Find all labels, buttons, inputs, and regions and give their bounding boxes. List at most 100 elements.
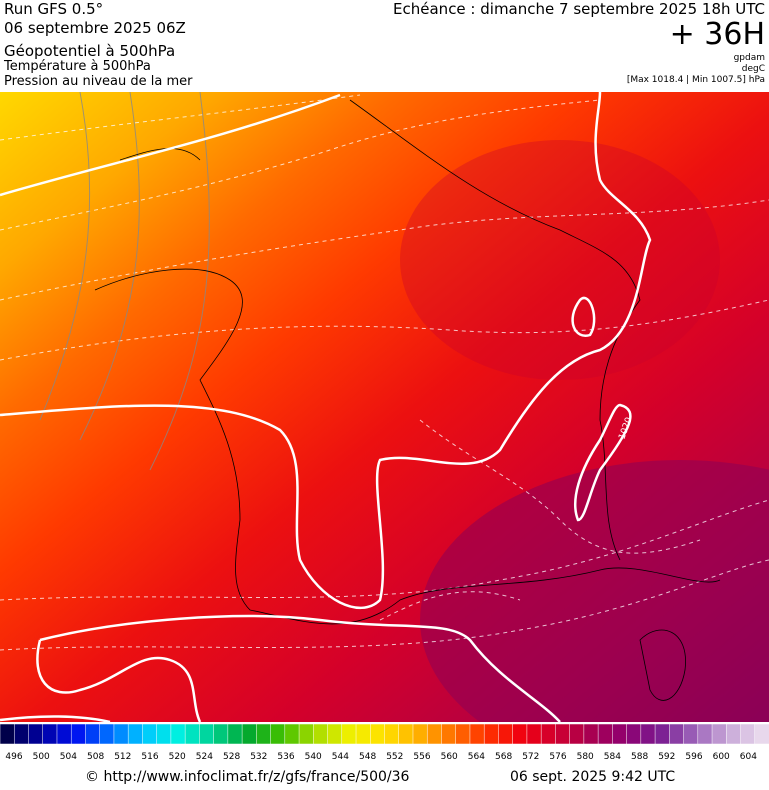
pressure-isobars (0, 92, 652, 722)
colorbar-swatch (426, 723, 443, 745)
colorbar-swatch (583, 723, 599, 745)
colorbar-swatch (256, 723, 272, 745)
colorbar-swatch (441, 723, 457, 745)
colorbar-label: 532 (250, 752, 267, 762)
colorbar-swatch (683, 723, 699, 745)
colorbar-swatch (113, 723, 129, 745)
field-pressure: Pression au niveau de la mer (4, 74, 193, 89)
colorbar-swatch (199, 723, 215, 745)
colorbar-swatch (184, 723, 201, 745)
colorbar-swatch (0, 723, 15, 745)
colorbar-swatch (85, 723, 101, 745)
run-date: 06 septembre 2025 06Z (4, 19, 186, 37)
colorbar-swatch (227, 723, 243, 745)
colorbar-label: 604 (740, 752, 757, 762)
colorbar-label: 552 (386, 752, 403, 762)
colorbar-swatch (483, 723, 500, 745)
colorbar-swatch (697, 723, 713, 745)
pressure-range: [Max 1018.4 | Min 1007.5] hPa (627, 75, 765, 85)
colorbar-swatch (370, 723, 386, 745)
colorbar-swatch (384, 723, 400, 745)
colorbar-swatch (28, 723, 44, 745)
colorbar-swatch (640, 723, 656, 745)
colorbar-swatch (612, 723, 628, 745)
colorbar-label: 560 (441, 752, 458, 762)
colorbar-label: 528 (223, 752, 240, 762)
coastline (94, 99, 721, 701)
colorbar-swatch (512, 723, 528, 745)
colorbar-swatch (740, 723, 756, 745)
field-temperature: Température à 500hPa (3, 59, 151, 74)
colorbar-swatch (170, 723, 186, 745)
colorbar-swatch (412, 723, 428, 745)
map-area: 1020 (0, 92, 769, 722)
colorbar-label: 516 (141, 752, 158, 762)
colorbar-swatch (70, 723, 87, 745)
colorbar-label: 504 (60, 752, 77, 762)
field-geopotential: Géopotentiel à 500hPa (4, 42, 175, 60)
colorbar-label: 572 (522, 752, 539, 762)
header: Run GFS 0.5° 06 septembre 2025 06Z Géopo… (3, 0, 765, 89)
colorbar-swatch (711, 723, 728, 745)
colorbar-swatch (270, 723, 286, 745)
colorbar-swatch (327, 723, 343, 745)
colorbar-label: 524 (196, 752, 213, 762)
colorbar-label: 512 (114, 752, 131, 762)
colorbar-label: 496 (5, 752, 22, 762)
footer-timestamp: 06 sept. 2025 9:42 UTC (510, 769, 675, 785)
colorbar-label: 536 (277, 752, 294, 762)
colorbar-swatch (313, 723, 329, 745)
colorbar-label: 596 (685, 752, 702, 762)
footer-url: © http://www.infoclimat.fr/z/gfs/france/… (85, 769, 410, 785)
colorbar-swatch (284, 723, 300, 745)
colorbar-swatch (13, 723, 30, 745)
colorbar-swatch (626, 723, 642, 745)
echeance: Echéance : dimanche 7 septembre 2025 18h… (393, 0, 765, 18)
run: Run GFS 0.5° (4, 0, 103, 18)
colorbar-swatch (213, 723, 229, 745)
colorbar-swatch (597, 723, 614, 745)
colorbar-swatch (669, 723, 685, 745)
colorbar-label: 500 (33, 752, 50, 762)
footer: © http://www.infoclimat.fr/z/gfs/france/… (85, 769, 675, 785)
colorbar-swatch (654, 723, 671, 745)
colorbar-swatch (569, 723, 585, 745)
colorbar-label: 576 (549, 752, 566, 762)
colorbar-swatch (455, 723, 471, 745)
unit-gpdam: gpdam (734, 53, 765, 63)
field-blob (400, 140, 720, 380)
colorbar-swatch (726, 723, 742, 745)
colorbar-swatch (555, 723, 571, 745)
colorbar-swatch (341, 723, 357, 745)
colorbar-swatch (754, 723, 769, 745)
colorbar-swatch (99, 723, 115, 745)
colorbar-label: 540 (305, 752, 322, 762)
colorbar-swatch (241, 723, 258, 745)
colorbar-swatch (142, 723, 158, 745)
colorbar-label: 592 (658, 752, 675, 762)
geopotential-lines (39, 92, 210, 471)
colorbar-swatch (498, 723, 514, 745)
colorbar-label: 556 (413, 752, 430, 762)
colorbar-label: 568 (495, 752, 512, 762)
colorbar-swatch (540, 723, 557, 745)
colorbar-swatch (469, 723, 485, 745)
colorbar-swatch (355, 723, 372, 745)
colorbar-label: 600 (713, 752, 730, 762)
colorbar-swatch (127, 723, 144, 745)
colorbar-label: 584 (604, 752, 621, 762)
colorbar-label: 544 (332, 752, 349, 762)
colorbar-label: 564 (468, 752, 485, 762)
colorbar-swatch (156, 723, 172, 745)
colorbar-swatch (56, 723, 72, 745)
colorbar-swatch (398, 723, 414, 745)
colorbar-label: 548 (359, 752, 376, 762)
temperature-isolines (0, 94, 769, 651)
colorbar-swatch (298, 723, 315, 745)
colorbar: 496 500 504 508 512 516 520 524 528 532 536 540 544 5… (0, 723, 769, 762)
colorbar-swatch (42, 723, 58, 745)
colorbar-label: 588 (631, 752, 648, 762)
cold-core (420, 460, 769, 722)
